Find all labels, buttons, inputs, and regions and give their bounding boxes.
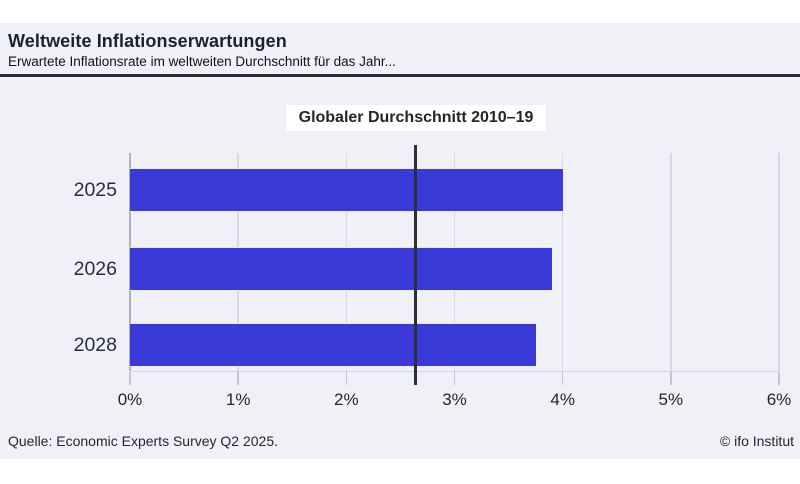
copyright-note: © ifo Institut [719, 433, 794, 449]
axis-tick-label: 4% [550, 390, 575, 409]
category-label: 2026 [73, 257, 117, 280]
axis-tick [129, 372, 131, 385]
chart-card: Weltweite Inflationserwartungen Erwartet… [0, 23, 800, 459]
bar [130, 323, 536, 367]
chart-title: Weltweite Inflationserwartungen [8, 31, 287, 51]
gridline [561, 153, 564, 371]
gridline [778, 153, 780, 371]
axis-tick [561, 372, 564, 385]
reference-line-label: Globaler Durchschnitt 2010–19 [286, 105, 546, 131]
axis-tick-label: 3% [442, 390, 467, 409]
axis-tick [670, 372, 672, 385]
header-divider [0, 74, 800, 77]
chart-subtitle: Erwartete Inflationsrate im weltweiten D… [8, 54, 396, 69]
axis-tick-label: 0% [117, 390, 143, 409]
axis-tick [778, 372, 780, 385]
gridline [670, 153, 672, 371]
axis-tick [237, 372, 239, 385]
category-label: 2028 [73, 333, 117, 356]
bar [130, 247, 552, 291]
axis-tick-label: 2% [334, 390, 359, 409]
reference-line [414, 145, 417, 385]
source-note: Quelle: Economic Experts Survey Q2 2025. [8, 433, 279, 449]
axis-tick-label: 5% [658, 390, 684, 409]
category-label: 2025 [73, 178, 117, 201]
axis-tick-label: 1% [225, 390, 251, 409]
axis-tick [345, 372, 348, 385]
axis-tick [453, 372, 456, 385]
axis-tick-label: 6% [766, 390, 792, 409]
plot-area: 0% 1% 2% 3% 4% 5% 6% 2025 2026 2028 [74, 145, 791, 409]
bar [130, 168, 563, 212]
